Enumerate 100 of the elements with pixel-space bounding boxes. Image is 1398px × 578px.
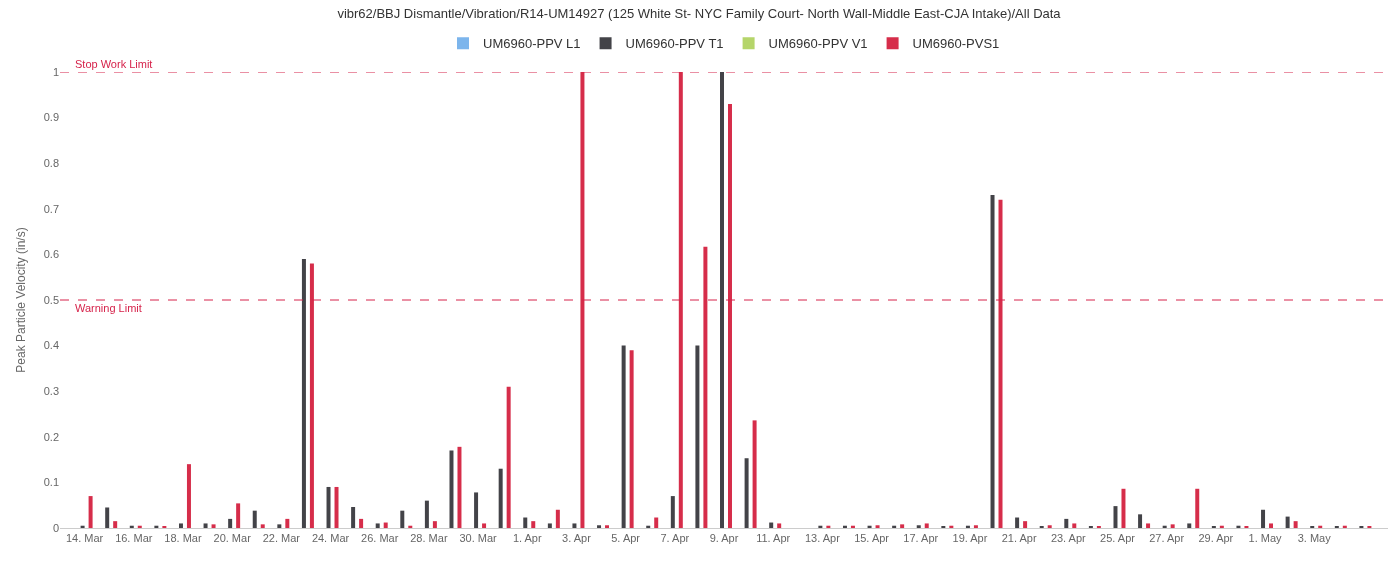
x-tick-label: 3. May xyxy=(1297,532,1332,545)
x-tick-label: 16. Mar xyxy=(115,532,153,545)
x-tick-label: 23. Apr xyxy=(1050,532,1087,545)
bar xyxy=(531,521,536,528)
bar xyxy=(555,509,560,528)
bar xyxy=(252,510,257,528)
bar xyxy=(990,195,995,528)
x-tick-label: 17. Apr xyxy=(903,532,939,545)
bar xyxy=(506,386,511,528)
bar xyxy=(605,525,610,528)
x-tick-label: 18. Mar xyxy=(164,532,202,545)
bar xyxy=(277,524,282,528)
x-tick-label: 20. Mar xyxy=(213,532,252,545)
x-tick-label: 14. Mar xyxy=(65,532,104,545)
bar xyxy=(777,523,782,528)
y-tick-label: 0.2 xyxy=(43,430,59,443)
bar xyxy=(178,523,183,528)
bar xyxy=(1072,523,1077,528)
x-tick-label: 19. Apr xyxy=(952,532,988,545)
bar xyxy=(1015,517,1020,528)
bar xyxy=(359,518,364,528)
bar xyxy=(186,464,191,528)
bar xyxy=(1269,523,1274,528)
y-tick-label: 0.4 xyxy=(43,339,59,352)
bar xyxy=(1113,506,1118,528)
bar xyxy=(752,420,757,528)
bar xyxy=(400,510,405,528)
bar xyxy=(1261,509,1266,528)
bar xyxy=(449,450,454,528)
legend-label: UM6960-PPV L1 xyxy=(483,36,581,52)
bar xyxy=(523,517,528,528)
bar xyxy=(424,500,429,528)
x-tick-label: 25. Apr xyxy=(1100,532,1136,545)
bar xyxy=(1138,514,1143,528)
bar xyxy=(1195,488,1200,528)
bar xyxy=(744,458,749,528)
x-tick-label: 15. Apr xyxy=(854,532,890,545)
bar xyxy=(482,523,487,528)
ref-line-label: Stop Work Limit xyxy=(75,58,153,70)
x-tick-label: 5. Apr xyxy=(611,532,641,545)
bar xyxy=(769,522,774,528)
bar xyxy=(621,345,626,528)
x-tick-label: 7. Apr xyxy=(660,532,690,545)
bar xyxy=(203,523,208,528)
bar xyxy=(973,525,978,528)
bar xyxy=(1023,521,1028,528)
x-tick-label: 11. Apr xyxy=(756,532,791,545)
ref-line-label: Warning Limit xyxy=(75,302,142,314)
bar xyxy=(629,350,634,528)
bar xyxy=(1121,488,1126,528)
y-tick-label: 1 xyxy=(52,65,59,78)
x-tick-label: 26. Mar xyxy=(361,532,399,545)
bar xyxy=(720,72,724,528)
bar xyxy=(1146,523,1151,528)
x-tick-label: 1. May xyxy=(1248,532,1283,545)
x-tick-label: 3. Apr xyxy=(562,532,592,545)
y-tick-label: 0.9 xyxy=(43,111,59,124)
bar xyxy=(326,486,331,528)
bar xyxy=(1285,516,1290,528)
x-tick-label: 27. Apr xyxy=(1149,532,1185,545)
bar xyxy=(597,525,602,528)
y-tick-label: 0 xyxy=(52,521,59,534)
y-tick-label: 0.8 xyxy=(43,157,59,170)
bar xyxy=(670,496,675,528)
legend-label: UM6960-PPV V1 xyxy=(768,36,868,52)
bar xyxy=(383,522,388,528)
x-tick-label: 13. Apr xyxy=(804,532,841,545)
bar xyxy=(695,345,700,528)
legend-label: UM6960-PVS1 xyxy=(912,36,1000,52)
bar xyxy=(1170,524,1175,528)
bar xyxy=(88,496,93,528)
bar xyxy=(334,486,339,528)
y-tick-label: 0.3 xyxy=(43,385,59,398)
bar xyxy=(875,525,880,528)
bar xyxy=(285,518,290,528)
bar xyxy=(1293,521,1298,528)
bar xyxy=(924,523,929,528)
bar xyxy=(211,524,216,528)
y-tick-label: 0.7 xyxy=(43,202,59,215)
bar xyxy=(654,517,659,528)
y-tick-label: 0.5 xyxy=(43,293,59,306)
x-tick-label: 9. Apr xyxy=(709,532,739,545)
legend-label: UM6960-PPV T1 xyxy=(625,36,724,52)
x-tick-label: 30. Mar xyxy=(459,532,498,545)
bar xyxy=(572,523,577,528)
y-tick-label: 0.6 xyxy=(43,248,59,261)
bar xyxy=(1187,523,1192,528)
bar xyxy=(457,446,462,528)
y-axis-title: Peak Particle Velocity (in/s) xyxy=(14,227,28,373)
bar xyxy=(498,468,503,528)
bar xyxy=(916,525,921,528)
bar xyxy=(1047,525,1052,528)
bar xyxy=(375,523,380,528)
bar xyxy=(900,524,905,528)
bar xyxy=(113,521,118,528)
x-tick-label: 28. Mar xyxy=(410,532,448,545)
bar xyxy=(301,258,306,528)
bar xyxy=(432,521,437,528)
bar xyxy=(1064,518,1069,528)
bar xyxy=(228,518,233,528)
